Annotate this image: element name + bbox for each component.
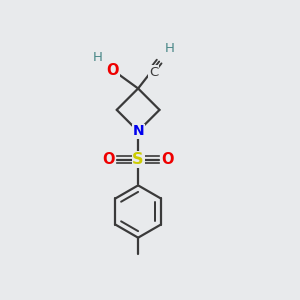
Text: O: O: [102, 152, 115, 167]
Text: S: S: [132, 152, 144, 167]
Text: C: C: [149, 66, 158, 79]
Text: N: N: [132, 124, 144, 138]
Text: O: O: [162, 152, 174, 167]
Text: H: H: [92, 51, 102, 64]
Text: H: H: [164, 42, 174, 55]
Text: O: O: [106, 62, 119, 77]
